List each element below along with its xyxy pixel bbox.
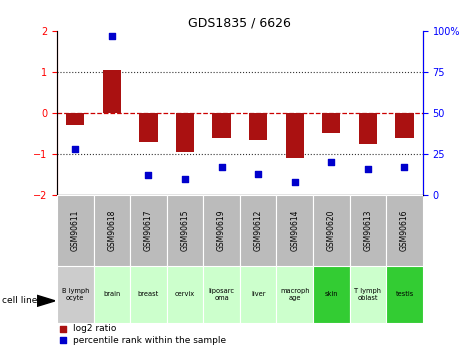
Point xyxy=(59,337,67,343)
Bar xyxy=(66,113,85,125)
Bar xyxy=(94,195,130,266)
Point xyxy=(71,146,79,152)
Bar xyxy=(203,195,240,266)
Bar xyxy=(386,195,423,266)
Bar xyxy=(167,266,203,323)
Bar xyxy=(249,113,267,140)
Bar xyxy=(313,266,350,323)
Bar xyxy=(395,113,414,138)
Point xyxy=(400,164,408,170)
Text: brain: brain xyxy=(103,291,121,297)
Text: T lymph
oblast: T lymph oblast xyxy=(354,288,381,300)
Text: GSM90616: GSM90616 xyxy=(400,209,409,251)
Bar xyxy=(94,266,130,323)
Text: percentile rank within the sample: percentile rank within the sample xyxy=(73,336,226,345)
Bar xyxy=(57,266,94,323)
Bar xyxy=(203,266,240,323)
Text: cell line: cell line xyxy=(2,296,38,305)
Text: GSM90619: GSM90619 xyxy=(217,209,226,251)
Text: cervix: cervix xyxy=(175,291,195,297)
Bar xyxy=(103,70,121,113)
Bar xyxy=(350,195,386,266)
Bar xyxy=(176,113,194,152)
Bar xyxy=(350,266,386,323)
Bar xyxy=(57,195,94,266)
Point xyxy=(291,179,299,185)
Text: breast: breast xyxy=(138,291,159,297)
Text: GSM90620: GSM90620 xyxy=(327,209,336,251)
Point xyxy=(328,159,335,165)
Bar xyxy=(276,195,313,266)
Point xyxy=(218,164,226,170)
Text: testis: testis xyxy=(395,291,414,297)
Bar xyxy=(139,113,158,142)
Text: liver: liver xyxy=(251,291,266,297)
Point xyxy=(255,171,262,176)
Text: macroph
age: macroph age xyxy=(280,288,310,300)
Text: GSM90615: GSM90615 xyxy=(180,209,190,251)
Text: GSM90617: GSM90617 xyxy=(144,209,153,251)
Bar xyxy=(285,113,304,158)
Point xyxy=(144,172,152,178)
Bar xyxy=(359,113,377,144)
Bar xyxy=(240,266,276,323)
Point xyxy=(364,166,372,171)
Text: log2 ratio: log2 ratio xyxy=(73,324,116,333)
Title: GDS1835 / 6626: GDS1835 / 6626 xyxy=(189,17,291,30)
Text: skin: skin xyxy=(324,291,338,297)
Text: liposarc
oma: liposarc oma xyxy=(209,288,235,300)
Bar xyxy=(313,195,350,266)
Bar xyxy=(322,113,341,134)
Point xyxy=(181,176,189,181)
Text: B lymph
ocyte: B lymph ocyte xyxy=(62,288,89,300)
Bar xyxy=(386,266,423,323)
Polygon shape xyxy=(37,295,55,306)
Bar xyxy=(130,195,167,266)
Point xyxy=(59,326,67,332)
Text: GSM90614: GSM90614 xyxy=(290,209,299,251)
Text: GSM90612: GSM90612 xyxy=(254,210,263,251)
Text: GSM90613: GSM90613 xyxy=(363,209,372,251)
Bar xyxy=(167,195,203,266)
Bar xyxy=(276,266,313,323)
Bar xyxy=(130,266,167,323)
Text: GSM90618: GSM90618 xyxy=(107,210,116,251)
Text: GSM90611: GSM90611 xyxy=(71,210,80,251)
Point xyxy=(108,33,116,39)
Bar xyxy=(240,195,276,266)
Bar xyxy=(212,113,231,138)
